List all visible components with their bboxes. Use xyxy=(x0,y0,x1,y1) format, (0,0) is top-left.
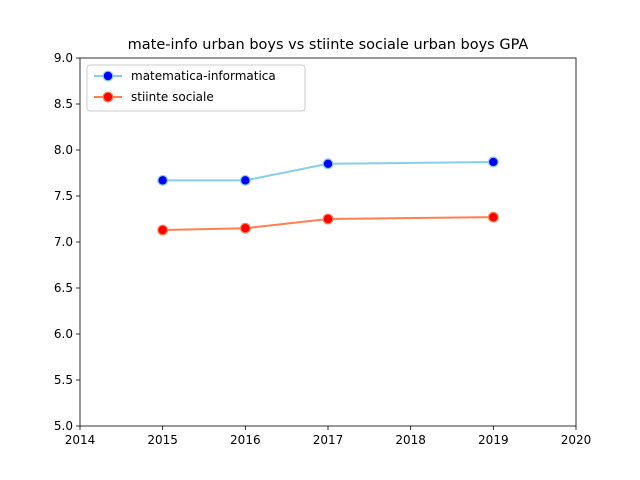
y-tick-label: 5.5 xyxy=(54,373,73,387)
y-tick-label: 8.0 xyxy=(54,143,73,157)
y-tick-label: 9.0 xyxy=(54,51,73,65)
y-tick-label: 7.0 xyxy=(54,235,73,249)
x-tick-label: 2019 xyxy=(478,433,509,447)
chart-title: mate-info urban boys vs stiinte sociale … xyxy=(128,37,529,53)
legend: matematica-informatica stiinte sociale xyxy=(86,64,306,112)
x-tick-label: 2016 xyxy=(230,433,261,447)
x-tick-label: 2020 xyxy=(561,433,592,447)
y-tick-label: 8.5 xyxy=(54,97,73,111)
data-point xyxy=(322,158,334,170)
legend-label: stiinte sociale xyxy=(131,90,214,104)
x-tick-label: 2018 xyxy=(395,433,426,447)
legend-swatch-marker xyxy=(102,91,114,103)
legend-box xyxy=(86,64,306,112)
y-tick-label: 6.5 xyxy=(54,281,73,295)
series-line xyxy=(162,216,494,232)
plot-area: 2014 2015 2016 2017 2018 2019 2020 5.0 5.5 6.0 6.5… xyxy=(54,51,591,447)
data-point xyxy=(239,174,251,186)
x-tick-label: 2014 xyxy=(65,433,96,447)
x-tick-label: 2017 xyxy=(313,433,344,447)
plot-frame xyxy=(79,57,577,427)
legend-swatch-marker xyxy=(102,70,114,82)
data-point xyxy=(322,213,334,225)
data-point xyxy=(239,222,251,234)
y-tick-label: 6.0 xyxy=(54,327,73,341)
series-line xyxy=(162,160,494,182)
y-tick-label: 7.5 xyxy=(54,189,73,203)
y-tick-label: 5.0 xyxy=(54,419,73,433)
data-point xyxy=(487,156,499,168)
data-point xyxy=(157,224,169,236)
legend-label: matematica-informatica xyxy=(131,69,276,83)
x-tick-label: 2015 xyxy=(147,433,178,447)
data-point xyxy=(157,174,169,186)
data-point xyxy=(487,211,499,223)
